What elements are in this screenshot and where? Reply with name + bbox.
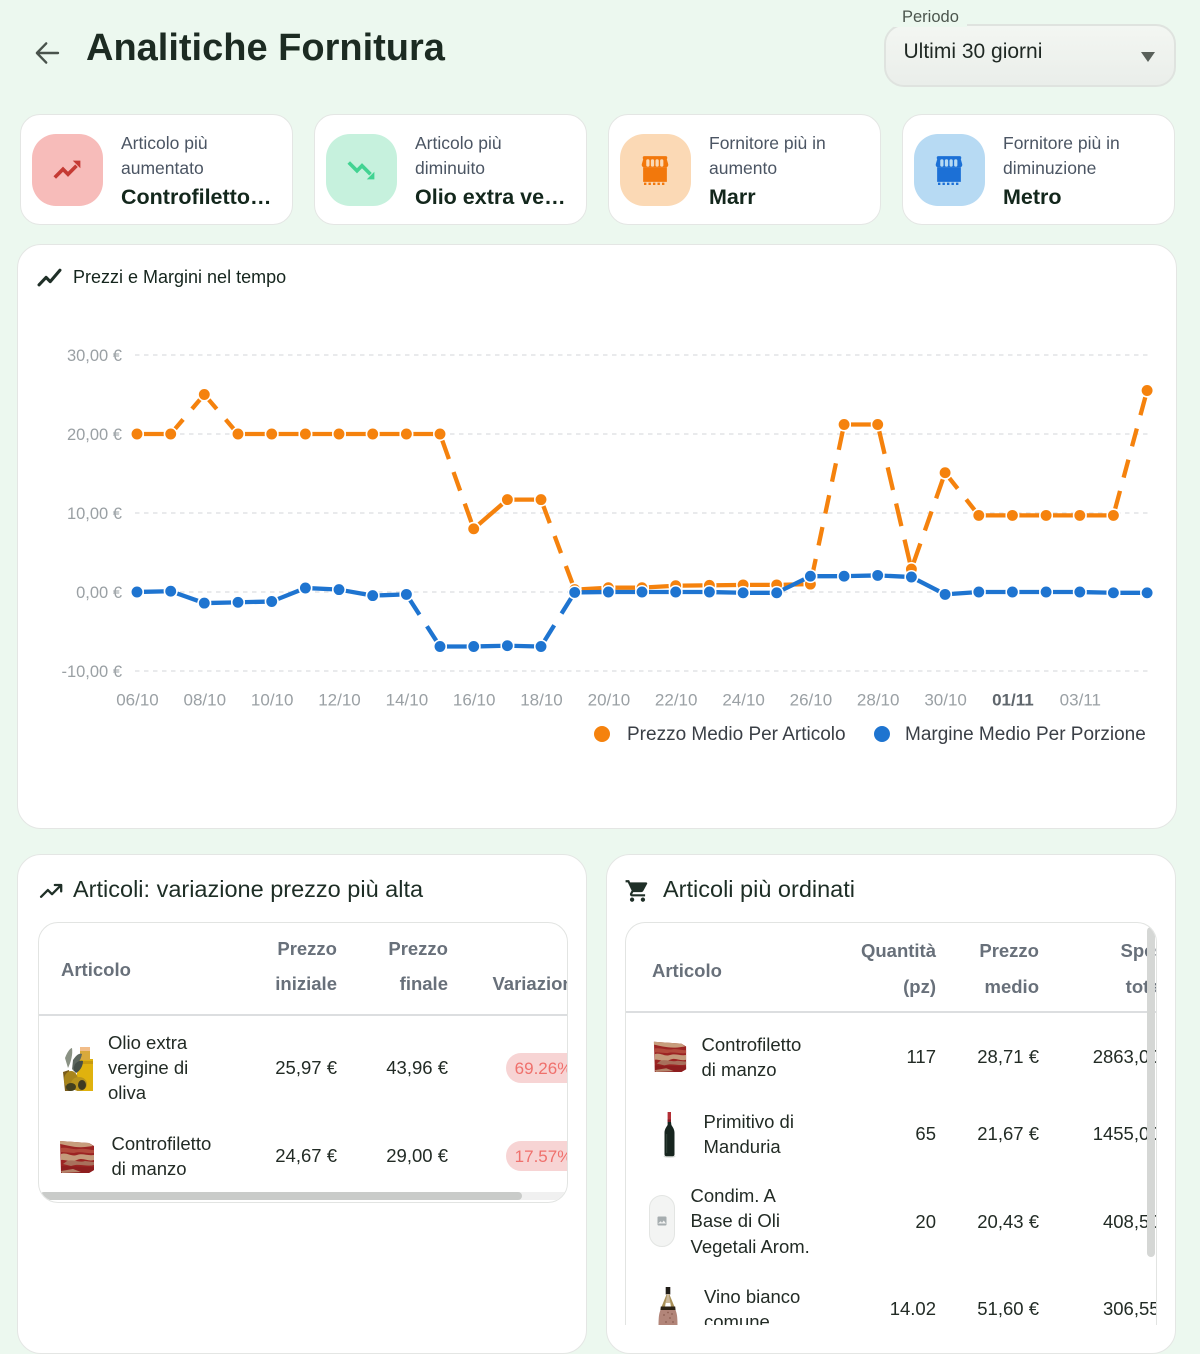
svg-text:12/10: 12/10 — [318, 691, 361, 710]
svg-text:-10,00 €: -10,00 € — [61, 663, 122, 681]
svg-text:30/10: 30/10 — [924, 691, 967, 710]
svg-text:16/10: 16/10 — [453, 691, 496, 710]
svg-text:01/11: 01/11 — [992, 691, 1034, 710]
svg-text:22/10: 22/10 — [655, 691, 698, 710]
svg-text:06/10: 06/10 — [116, 691, 159, 710]
svg-text:26/10: 26/10 — [790, 691, 833, 710]
svg-text:18/10: 18/10 — [520, 691, 563, 710]
svg-text:24/10: 24/10 — [722, 691, 765, 710]
svg-text:0,00 €: 0,00 € — [76, 584, 122, 602]
svg-text:28/10: 28/10 — [857, 691, 900, 710]
svg-text:20/10: 20/10 — [588, 691, 631, 710]
svg-text:20,00 €: 20,00 € — [67, 426, 122, 444]
svg-text:14/10: 14/10 — [386, 691, 429, 710]
svg-text:08/10: 08/10 — [184, 691, 227, 710]
svg-text:30,00 €: 30,00 € — [67, 347, 122, 365]
svg-text:10,00 €: 10,00 € — [67, 505, 122, 523]
svg-text:10/10: 10/10 — [251, 691, 294, 710]
svg-text:03/11: 03/11 — [1060, 691, 1101, 710]
